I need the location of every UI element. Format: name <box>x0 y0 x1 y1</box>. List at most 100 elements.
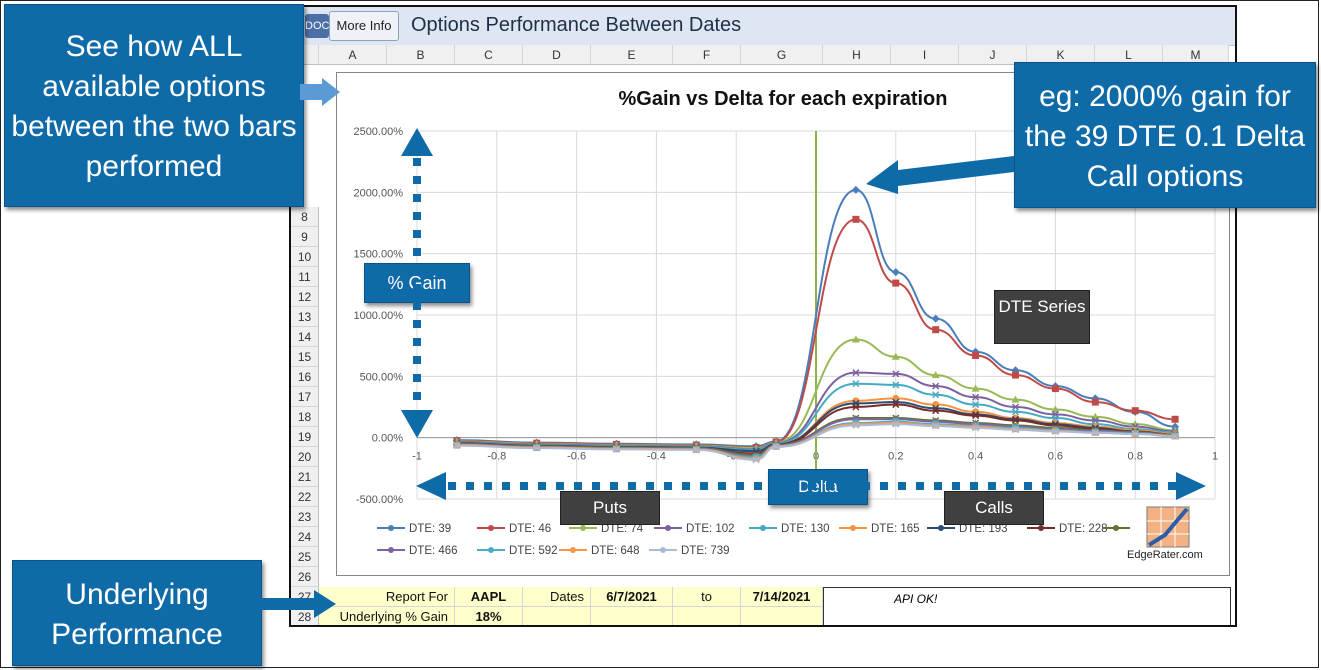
column-header-g[interactable]: G <box>741 45 823 65</box>
row-header-11[interactable]: 11 <box>291 267 319 287</box>
data-point <box>932 391 940 399</box>
title-bar: DOC More Info Options Performance Betwee… <box>291 7 1235 46</box>
y-tick-label: 2500.00% <box>353 126 403 138</box>
document-icon: DOC <box>305 14 329 38</box>
data-point <box>533 444 541 452</box>
column-header-c[interactable]: C <box>455 45 523 65</box>
data-point <box>851 335 860 343</box>
y-tick-label: 1500.00% <box>353 249 403 261</box>
data-point <box>892 394 900 402</box>
data-point <box>972 351 980 359</box>
row-header-9[interactable]: 9 <box>291 227 319 247</box>
legend-entry: DTE: 228 <box>1059 523 1108 535</box>
legend-marker <box>850 525 856 531</box>
underlying-value[interactable]: 18% <box>455 607 523 625</box>
row-header-21[interactable]: 21 <box>291 467 319 487</box>
data-point <box>931 314 940 323</box>
column-header-i[interactable]: I <box>891 45 959 65</box>
column-header-a[interactable]: A <box>319 45 387 65</box>
y-tick-label: -500.00% <box>356 494 403 506</box>
callout-pointer-example <box>866 156 1014 194</box>
callout-example: eg: 2000% gain for the 39 DTE 0.1 Delta … <box>1014 62 1316 208</box>
to-label[interactable]: to <box>673 587 741 607</box>
row-header-8[interactable]: 8 <box>291 207 319 227</box>
row-header-10[interactable]: 10 <box>291 247 319 267</box>
column-header-b[interactable]: B <box>387 45 455 65</box>
data-point <box>892 420 900 428</box>
x-axis-arrow <box>416 472 1206 500</box>
callout-all-options: See how ALL available options between th… <box>4 4 304 207</box>
row-header-23[interactable]: 23 <box>291 507 319 527</box>
data-point <box>1011 408 1020 416</box>
label-puts: Puts <box>560 491 660 525</box>
data-point <box>1131 430 1139 438</box>
row-header-12[interactable]: 12 <box>291 287 319 307</box>
row-header-17[interactable]: 17 <box>291 387 319 407</box>
row-header-28[interactable]: 28 <box>291 607 319 625</box>
legend-marker <box>660 547 666 553</box>
dates-label[interactable]: Dates <box>523 587 591 607</box>
row-header-24[interactable]: 24 <box>291 527 319 547</box>
label-calls: Calls <box>944 491 1044 525</box>
column-header-j[interactable]: J <box>959 45 1027 65</box>
row-header-26[interactable]: 26 <box>291 567 319 587</box>
row-header-18[interactable]: 18 <box>291 407 319 427</box>
data-point <box>1171 415 1179 423</box>
legend-entry: DTE: 102 <box>686 523 735 535</box>
data-point <box>692 446 700 454</box>
legend-entry: DTE: 46 <box>509 523 551 535</box>
label-dte-series: DTE Series <box>994 290 1090 344</box>
column-header-f[interactable]: F <box>673 45 741 65</box>
row-header-25[interactable]: 25 <box>291 547 319 567</box>
legend-entry: DTE: 39 <box>409 523 451 535</box>
start-date-cell[interactable]: 6/7/2021 <box>591 587 673 607</box>
data-point <box>852 403 860 411</box>
cell-d28[interactable] <box>523 607 591 625</box>
data-point <box>972 424 980 432</box>
data-point <box>972 401 980 409</box>
data-point <box>1012 371 1019 379</box>
data-point <box>1051 405 1060 413</box>
cell-e28[interactable] <box>591 607 673 625</box>
data-point <box>1131 407 1139 415</box>
ticker-cell[interactable]: AAPL <box>455 587 523 607</box>
cell-g28[interactable] <box>741 607 823 625</box>
row-header-16[interactable]: 16 <box>291 367 319 387</box>
legend-marker <box>388 525 394 531</box>
cell-f28[interactable] <box>673 607 741 625</box>
legend-entry: DTE: 466 <box>409 545 458 557</box>
more-info-button[interactable]: More Info <box>329 11 399 41</box>
row-header-20[interactable]: 20 <box>291 447 319 467</box>
data-point <box>892 381 900 389</box>
data-point <box>892 401 900 409</box>
data-point <box>932 401 940 409</box>
row-header-22[interactable]: 22 <box>291 487 319 507</box>
row-header-19[interactable]: 19 <box>291 427 319 447</box>
underlying-label[interactable]: Underlying % Gain <box>319 607 455 625</box>
brand-name: EdgeRater.com <box>1127 549 1203 561</box>
column-header-e[interactable]: E <box>591 45 673 65</box>
legend-marker <box>1113 525 1119 531</box>
data-point <box>453 442 461 450</box>
data-point <box>932 382 940 390</box>
row-header-14[interactable]: 14 <box>291 327 319 347</box>
x-tick-label: 0.2 <box>888 451 903 463</box>
legend-entry: DTE: 74 <box>601 523 644 535</box>
x-tick-label: -0.6 <box>567 451 586 463</box>
report-for-label[interactable]: Report For <box>319 587 455 607</box>
window-title: Options Performance Between Dates <box>411 14 742 36</box>
row-header-15[interactable]: 15 <box>291 347 319 367</box>
callout-pointer-underlying <box>258 590 336 618</box>
data-point <box>772 443 780 451</box>
row-header-13[interactable]: 13 <box>291 307 319 327</box>
data-point <box>931 371 940 379</box>
column-header-h[interactable]: H <box>823 45 891 65</box>
y-tick-label: 1000.00% <box>353 310 403 322</box>
end-date-cell[interactable]: 7/14/2021 <box>741 587 823 607</box>
legend-entry: DTE: 592 <box>509 545 558 557</box>
legend-entry: DTE: 165 <box>871 523 920 535</box>
column-header-d[interactable]: D <box>523 45 591 65</box>
data-point <box>752 456 760 464</box>
chart-title: %Gain vs Delta for each expiration <box>619 88 948 110</box>
